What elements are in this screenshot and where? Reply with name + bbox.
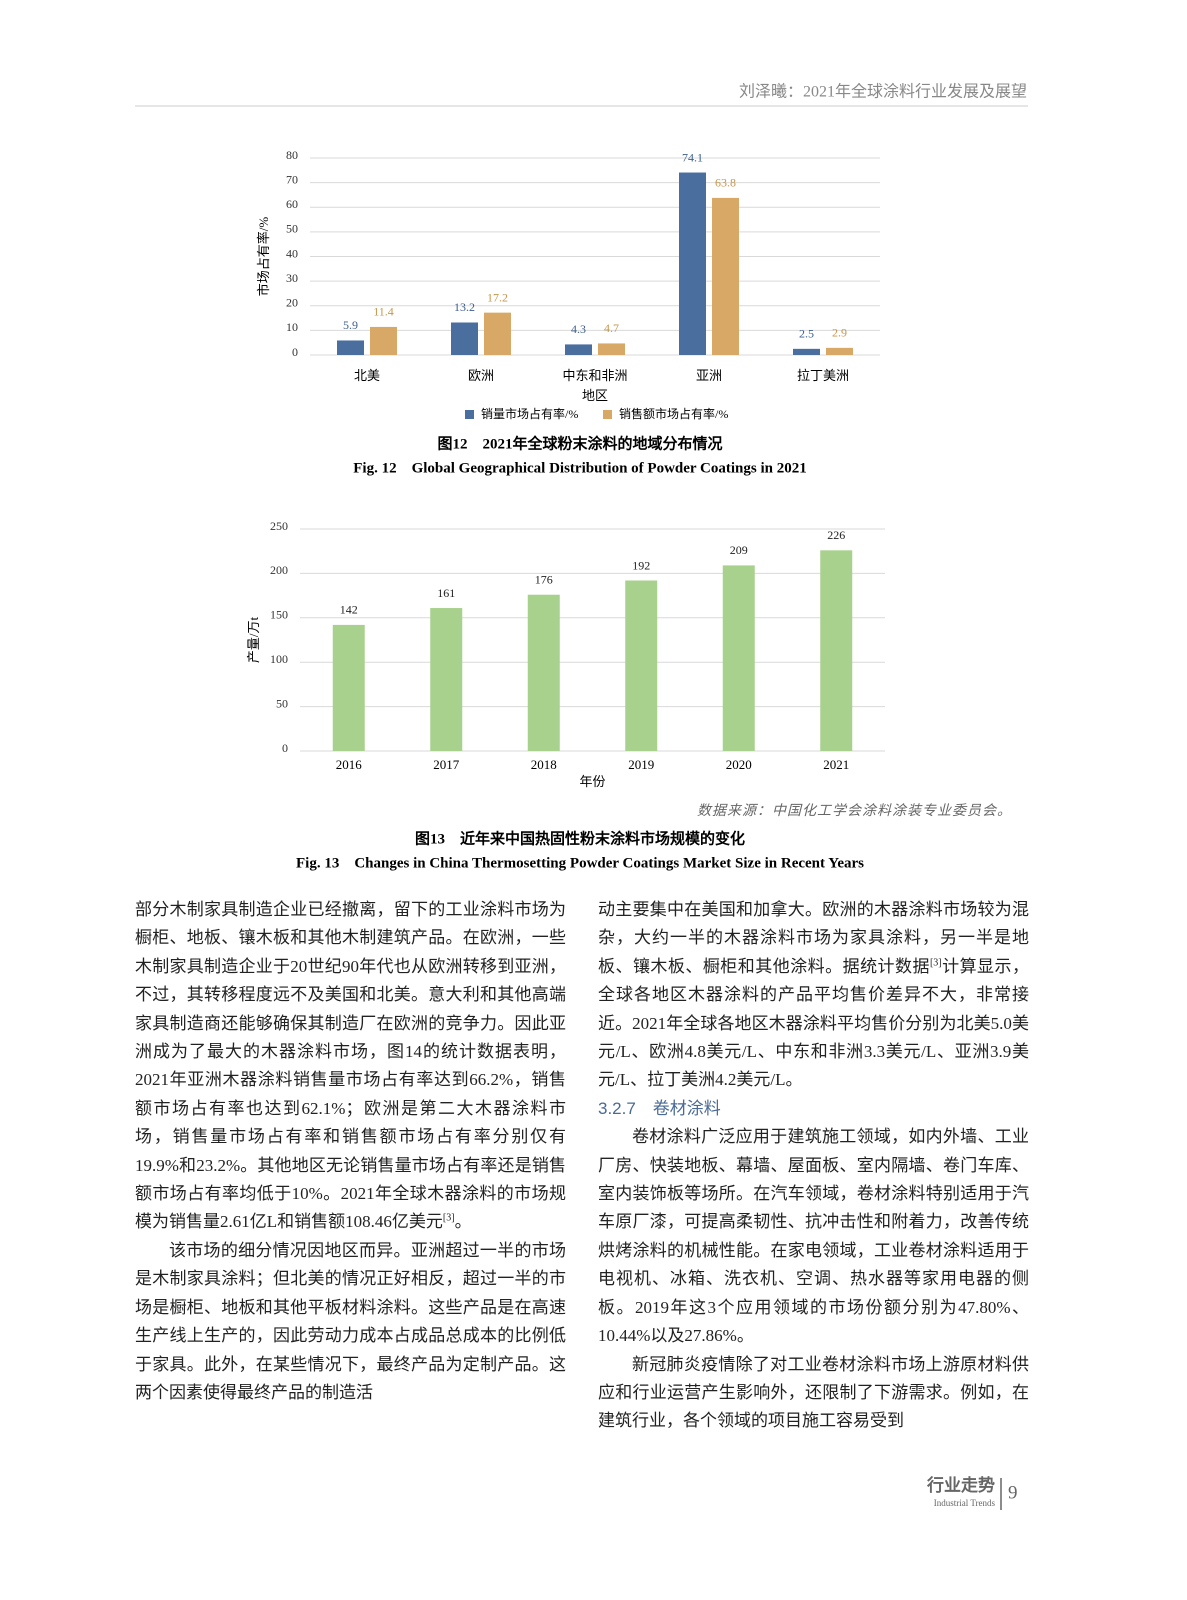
footer-section: 行业走势: [926, 1475, 995, 1495]
bar: [598, 343, 625, 355]
legend-swatch: [465, 410, 474, 419]
bar: [527, 594, 560, 751]
bar: [332, 624, 365, 751]
y-tick-label: 20: [286, 296, 298, 310]
y-tick-label: 10: [286, 320, 298, 334]
text-run: 。: [454, 1212, 472, 1232]
value-label: 142: [340, 603, 358, 617]
paragraph: 新冠肺炎疫情除了对工业卷材涂料市场上游原材料供应和行业运营产生影响外，还限制了下…: [598, 1351, 1029, 1436]
value-label: 192: [632, 558, 650, 572]
y-axis-label: 市场占有率/%: [256, 217, 271, 297]
y-tick-label: 100: [270, 652, 288, 666]
y-tick-label: 50: [286, 222, 298, 236]
x-tick-label: 亚洲: [696, 368, 722, 383]
x-tick-label: 2020: [726, 757, 752, 772]
running-header: 刘泽曦：2021年全球涂料行业发展及展望: [739, 83, 1027, 101]
y-tick-label: 0: [292, 345, 298, 359]
bar: [712, 197, 739, 355]
paragraph: 部分木制家具制造企业已经撤离，留下的工业涂料市场为橱柜、地板、镶木板和其他木制建…: [135, 896, 566, 1237]
value-label: 4.3: [571, 322, 586, 336]
text-run: 卷材涂料广泛应用于建筑施工领域，如内外墙、工业厂房、快装地板、幕墙、屋面板、室内…: [598, 1127, 1029, 1346]
paragraph: 该市场的细分情况因地区而异。亚洲超过一半的市场是木制家具涂料；但北美的情况正好相…: [135, 1237, 566, 1407]
page-number: 9: [1008, 1482, 1018, 1503]
value-label: 2.9: [832, 326, 847, 340]
value-label: 161: [437, 586, 455, 600]
value-label: 209: [730, 543, 748, 557]
x-tick-label: 2016: [336, 757, 363, 772]
citation: [3]: [442, 1212, 455, 1224]
x-tick-label: 2021: [823, 757, 849, 772]
legend-swatch: [603, 410, 612, 419]
text-run: 该市场的细分情况因地区而异。亚洲超过一半的市场是木制家具涂料；但北美的情况正好相…: [135, 1240, 566, 1402]
x-tick-label: 2019: [628, 757, 654, 772]
value-label: 74.1: [682, 150, 703, 164]
value-label: 63.8: [715, 176, 736, 190]
paragraph: 卷材涂料广泛应用于建筑施工领域，如内外墙、工业厂房、快装地板、幕墙、屋面板、室内…: [598, 1123, 1029, 1350]
bar: [826, 347, 853, 355]
bar: [430, 608, 463, 751]
x-tick-label: 欧洲: [468, 368, 494, 383]
y-tick-label: 80: [286, 148, 298, 162]
y-tick-label: 40: [286, 246, 298, 260]
x-tick-label: 北美: [354, 368, 380, 383]
y-tick-label: 30: [286, 271, 298, 285]
y-tick-label: 250: [270, 519, 288, 533]
section-heading: 3.2.7 卷材涂料: [598, 1098, 721, 1118]
value-label: 176: [535, 572, 553, 586]
footer-section-en: Industrial Trends: [934, 1498, 996, 1508]
citation: [3]: [929, 957, 942, 969]
value-label: 11.4: [373, 305, 394, 319]
text-run: 部分木制家具制造企业已经撤离，留下的工业涂料市场为橱柜、地板、镶木板和其他木制建…: [135, 900, 566, 1232]
y-tick-label: 70: [286, 172, 298, 186]
y-tick-label: 60: [286, 197, 298, 211]
value-label: 17.2: [487, 290, 508, 304]
text-column: 动主要集中在美国和加拿大。欧洲的木器涂料市场较为混杂，大约一半的木器涂料市场为家…: [598, 896, 1029, 1436]
bar: [820, 550, 853, 751]
y-tick-label: 150: [270, 608, 288, 622]
bar: [793, 348, 820, 355]
x-axis-label: 年份: [579, 774, 605, 789]
y-tick-label: 200: [270, 563, 288, 577]
source-note: 数据来源：中国化工学会涂料涂装专业委员会。: [697, 803, 1012, 819]
bar: [484, 312, 511, 355]
value-label: 13.2: [454, 300, 475, 314]
bar: [370, 326, 397, 355]
value-label: 2.5: [799, 327, 814, 341]
bar: [451, 322, 478, 355]
figure-caption: 图13 近年来中国热固性粉末涂料市场规模的变化: [415, 829, 745, 847]
paragraph: 动主要集中在美国和加拿大。欧洲的木器涂料市场较为混杂，大约一半的木器涂料市场为家…: [598, 896, 1029, 1095]
bar: [679, 172, 706, 355]
figure-caption-en: Fig. 13 Changes in China Thermosetting P…: [296, 855, 864, 871]
bar: [625, 580, 658, 751]
y-tick-label: 50: [276, 696, 288, 710]
value-label: 4.7: [604, 321, 619, 335]
y-axis-label: 产量/万t: [246, 617, 261, 664]
legend-label: 销量市场占有率/%: [481, 406, 578, 421]
text-run: 动主要集中在美国和加拿大。欧洲的木器涂料市场较为混杂，大约一半的木器涂料市场为家…: [598, 900, 1029, 976]
value-label: 5.9: [343, 318, 358, 332]
x-tick-label: 2017: [433, 757, 460, 772]
bar: [722, 565, 755, 751]
x-tick-label: 中东和非洲: [562, 368, 627, 383]
legend-label: 销售额市场占有率/%: [619, 406, 728, 421]
text-column: 部分木制家具制造企业已经撤离，留下的工业涂料市场为橱柜、地板、镶木板和其他木制建…: [135, 896, 566, 1407]
value-label: 226: [827, 528, 845, 542]
x-axis-label: 地区: [582, 388, 608, 403]
figure-caption-en: Fig. 12 Global Geographical Distribution…: [353, 460, 807, 476]
figure-caption: 图12 2021年全球粉末涂料的地域分布情况: [437, 434, 722, 452]
x-tick-label: 2018: [531, 757, 557, 772]
x-tick-label: 拉丁美洲: [797, 368, 849, 383]
text-run: 计算显示，全球各地区木器涂料的产品平均售价差异不大，非常接近。2021年全球各地…: [598, 956, 1030, 1090]
text-run: 新冠肺炎疫情除了对工业卷材涂料市场上游原材料供应和行业运营产生影响外，还限制了下…: [598, 1354, 1029, 1431]
bar: [565, 344, 592, 355]
y-tick-label: 0: [282, 741, 288, 755]
bar: [337, 340, 364, 355]
